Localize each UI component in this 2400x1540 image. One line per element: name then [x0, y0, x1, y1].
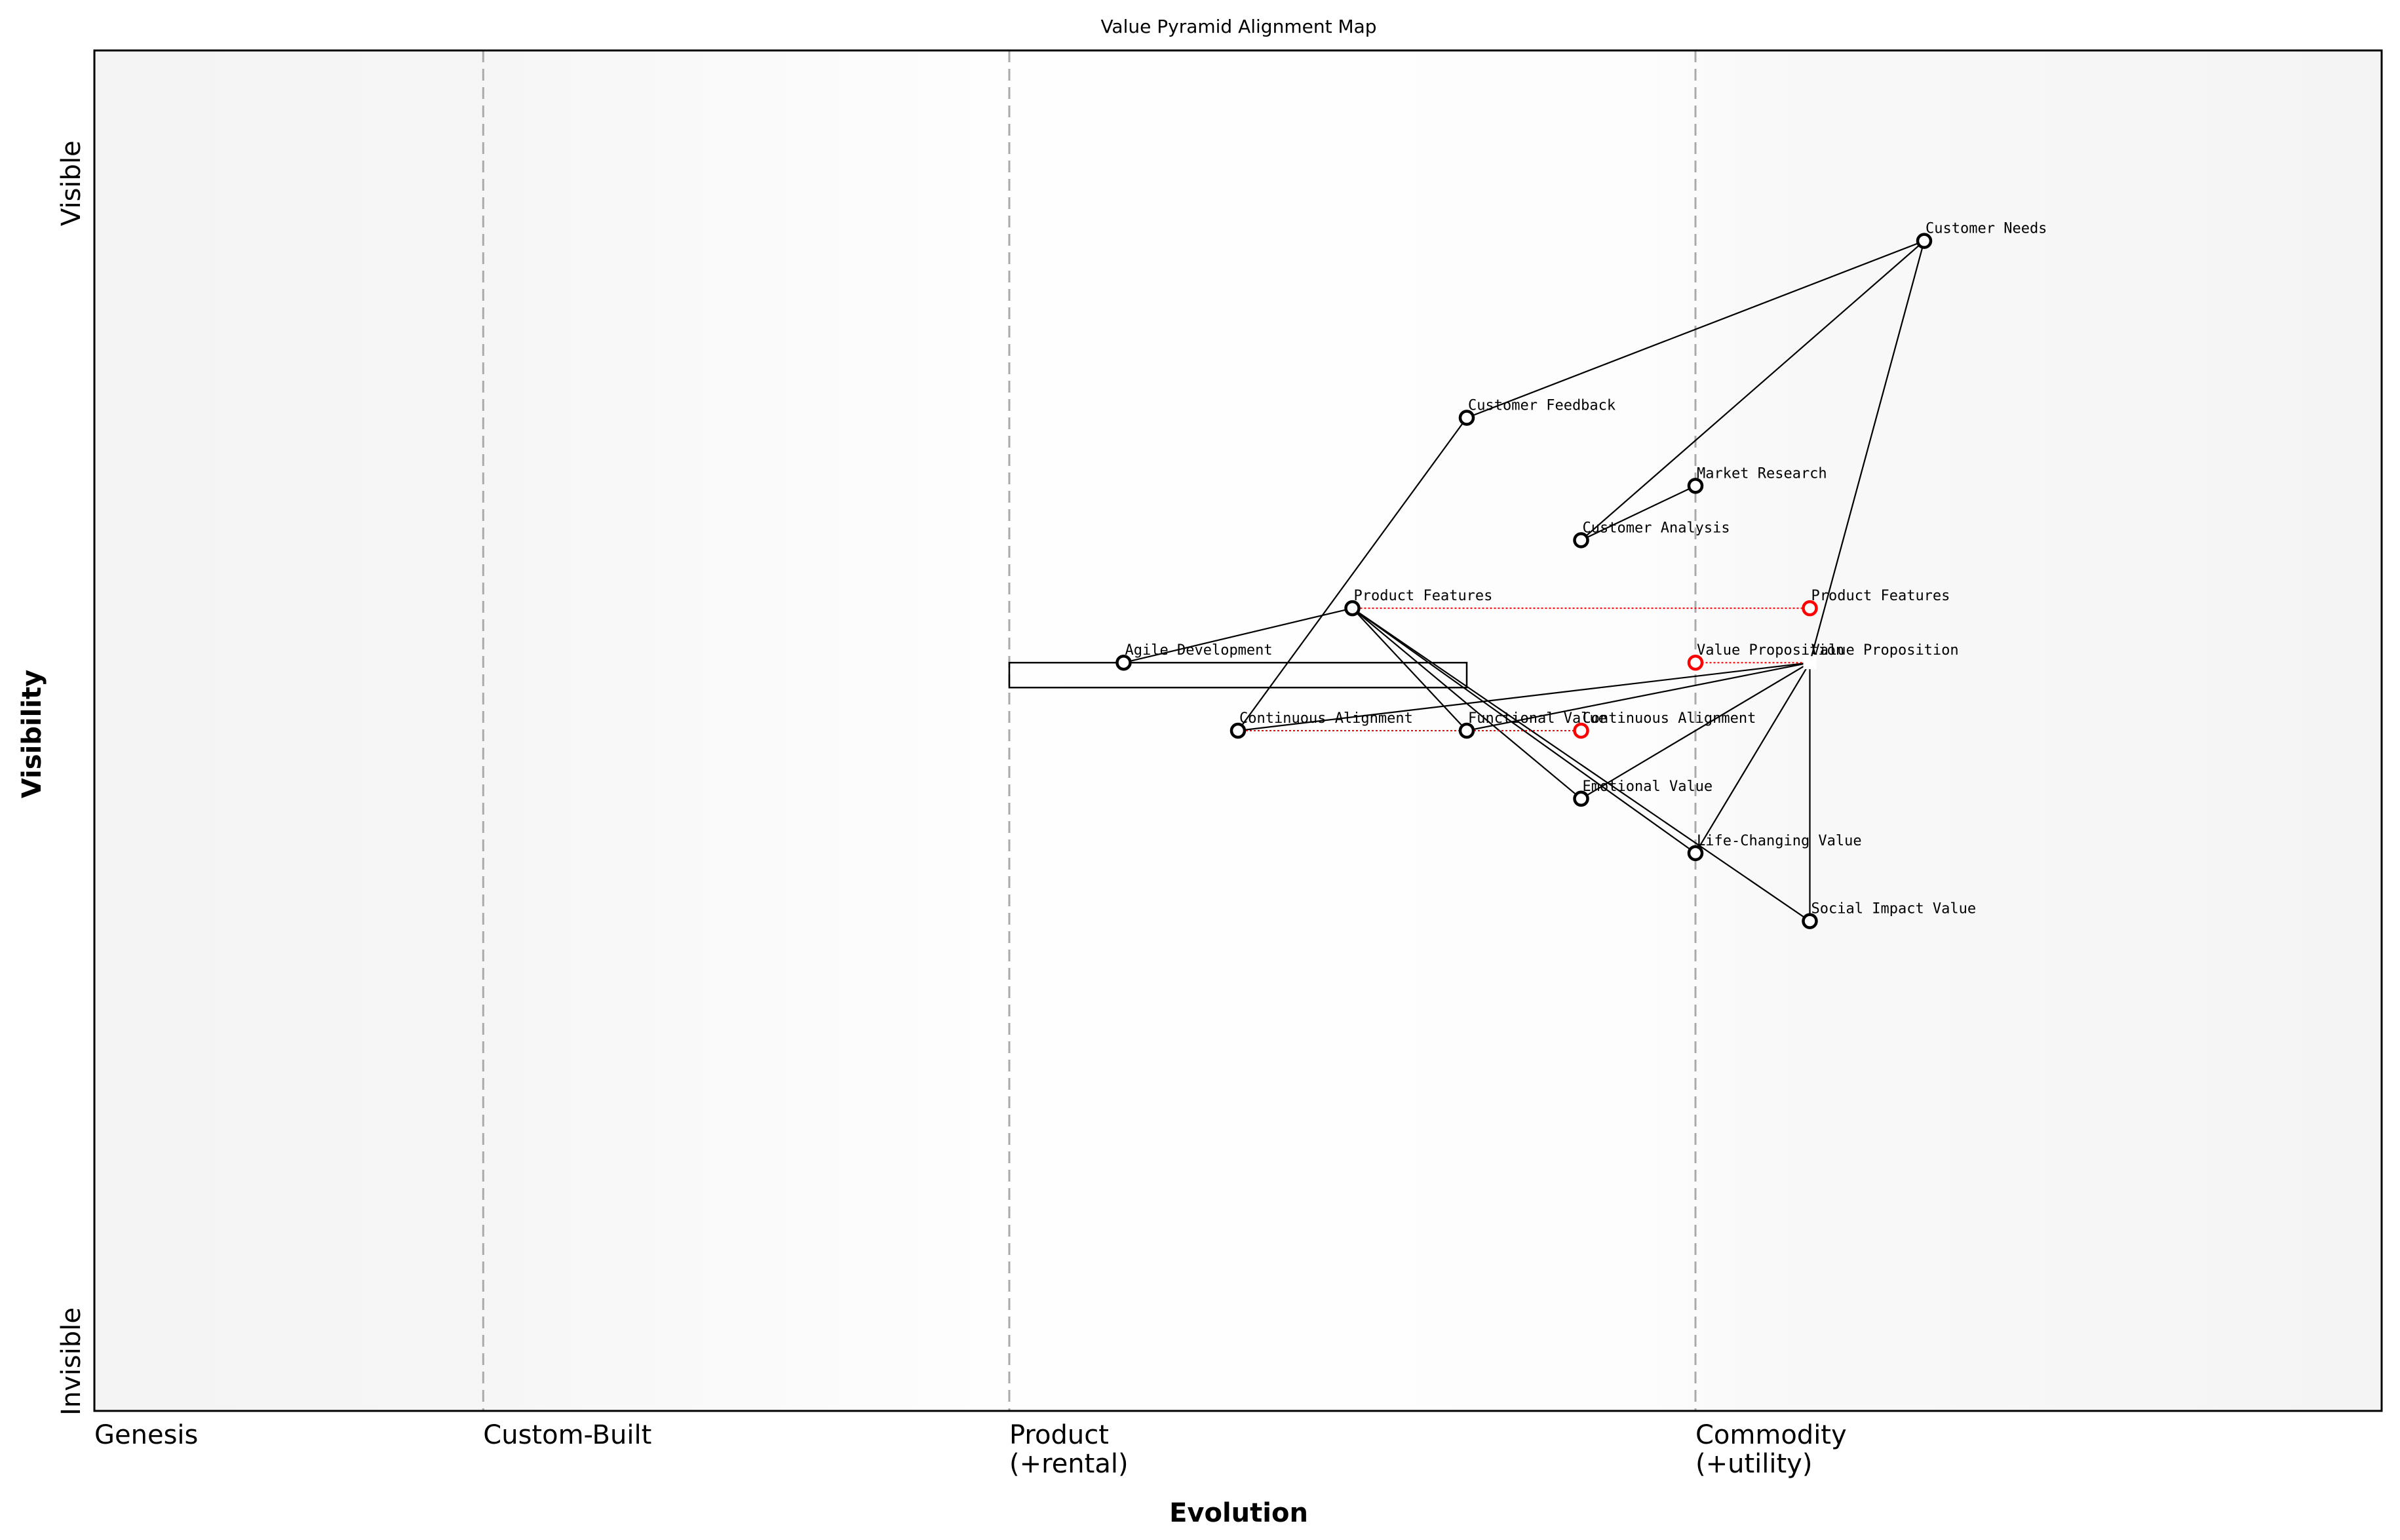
link-line: [1695, 662, 1811, 854]
y-axis-title: Visibility: [17, 670, 47, 798]
x-stage-label: Commodity (+utility): [1695, 1420, 1847, 1479]
component-label: Agile Development: [1125, 642, 1273, 659]
component-label: Life-Changing Value: [1697, 833, 1862, 849]
y-axis-bottom-label: Invisible: [56, 1307, 87, 1415]
component-label: Continuous Alignment: [1239, 710, 1413, 727]
x-stage-label-line: (+utility): [1695, 1449, 1812, 1479]
link-line: [1351, 607, 1811, 922]
component-node: [1573, 532, 1589, 549]
x-stage-label-line: Custom-Built: [483, 1420, 651, 1450]
component-label: Social Impact Value: [1811, 901, 1977, 917]
y-axis-top-label: Visible: [56, 140, 87, 226]
evolved-component-label: Product Features: [1811, 588, 1950, 604]
evolved-component-node: [1573, 722, 1589, 739]
x-stage-label-line: Genesis: [94, 1420, 198, 1450]
link-line: [1580, 240, 1925, 541]
x-axis-title: Evolution: [1169, 1498, 1308, 1528]
component-node: [1458, 722, 1475, 739]
evolved-component-label: Continuous Alignment: [1583, 710, 1756, 727]
link-line: [1351, 607, 1696, 854]
plot-frame: [93, 49, 2383, 1412]
link-line: [1237, 662, 1810, 732]
link-line: [1809, 241, 1926, 663]
x-stage-label-line: Product: [1009, 1420, 1109, 1450]
component-node: [1458, 410, 1475, 426]
component-label: Customer Analysis: [1583, 520, 1730, 536]
component-label: Market Research: [1697, 465, 1827, 482]
component-label: Product Features: [1354, 588, 1493, 604]
evolved-component-node: [1802, 600, 1818, 617]
component-label: Customer Feedback: [1468, 398, 1616, 414]
component-node: [1573, 790, 1589, 807]
x-stage-label: Product (+rental): [1009, 1420, 1129, 1479]
component-node: [1344, 600, 1361, 617]
x-stage-label: Genesis: [94, 1420, 198, 1450]
link-line: [1123, 607, 1353, 664]
x-stage-label-line: Commodity: [1695, 1420, 1847, 1450]
component-node: [1802, 913, 1818, 929]
component-node: [1916, 233, 1933, 249]
x-stage-label: Custom-Built: [483, 1420, 651, 1450]
component-node: [1687, 478, 1704, 494]
component-label: Emotional Value: [1583, 779, 1713, 795]
link-line: [1466, 662, 1810, 732]
x-stage-label-line: (+rental): [1009, 1449, 1129, 1479]
component-node: [1115, 654, 1132, 671]
component-label: Customer Needs: [1926, 221, 2047, 237]
component-node: [1229, 722, 1247, 739]
pipeline-box: [1008, 661, 1468, 689]
link-line: [1466, 240, 1925, 419]
component-node: [1687, 845, 1704, 862]
link-line: [1581, 485, 1696, 541]
component-marker-hidden: [1803, 656, 1817, 670]
map-title: Value Pyramid Alignment Map: [1100, 16, 1376, 37]
evolved-component-label: Value Proposition: [1697, 642, 1844, 659]
evolved-component-node: [1687, 654, 1704, 671]
component-label: Value Proposition: [1811, 642, 1959, 659]
link-line: [1237, 417, 1467, 731]
link-line: [1351, 607, 1467, 731]
link-line: [1580, 662, 1811, 799]
